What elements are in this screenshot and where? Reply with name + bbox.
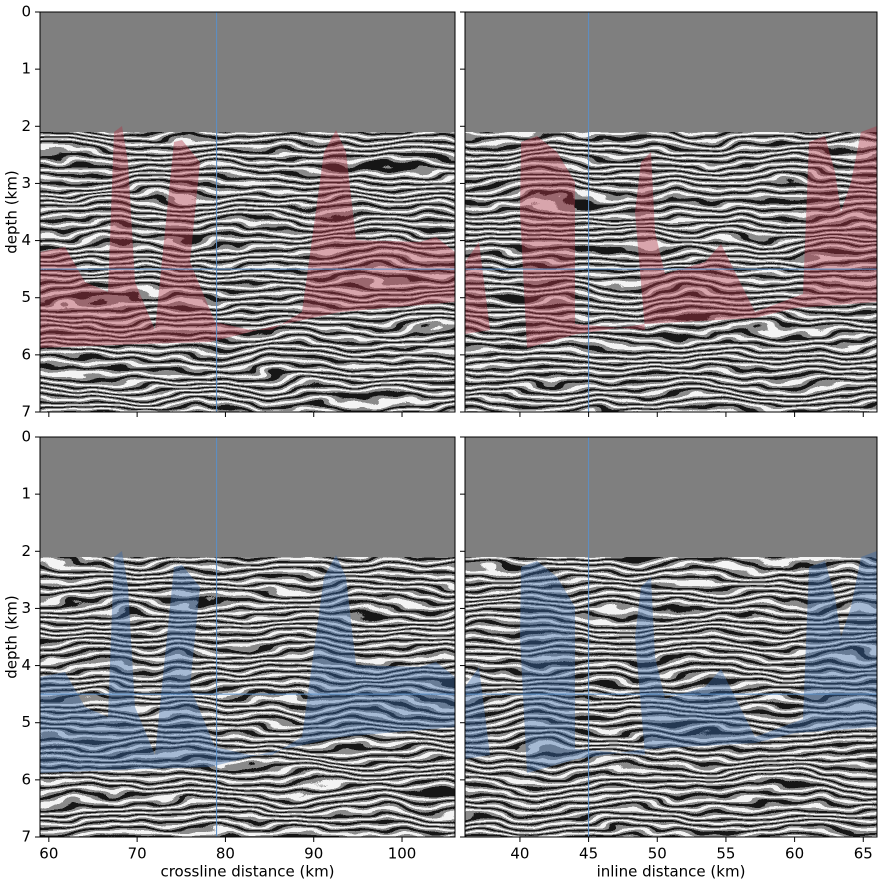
frame	[464, 436, 878, 838]
water-column	[465, 12, 877, 132]
water-column	[40, 437, 455, 557]
salt-overlay	[40, 126, 455, 348]
x-tick-label: 70	[128, 845, 147, 863]
y-tick-label: 6	[21, 770, 31, 788]
panel: 40 45 50 55 60 65 inline distance (km)	[460, 436, 878, 881]
panel	[460, 11, 878, 417]
x-tick-label: 65	[854, 845, 873, 863]
salt-overlay	[520, 126, 877, 348]
seismic-image	[465, 12, 877, 412]
water-column	[465, 437, 877, 557]
y-tick-label: 4	[21, 231, 31, 249]
y-axis-label: depth (km)	[3, 170, 21, 253]
water-column	[40, 12, 455, 132]
panel: 0 1 2 3 4 5 6 7 depth (km)	[3, 3, 456, 421]
frame	[464, 11, 878, 413]
y-tick-label: 1	[21, 60, 31, 78]
y-tick-label: 0	[21, 3, 31, 21]
x-axis-label: inline distance (km)	[597, 863, 746, 881]
y-tick-label: 2	[21, 117, 31, 135]
y-tick-label: 5	[21, 713, 31, 731]
panel: 0 1 2 3 4 5 6 7 60 70 80 90 100 depth (km) crossline d…	[3, 428, 456, 881]
y-tick-label: 6	[21, 345, 31, 363]
x-axis-label: crossline distance (km)	[160, 863, 334, 881]
salt-overlay	[465, 667, 490, 759]
y-tick-label: 7	[21, 403, 31, 421]
seismic-image	[465, 437, 877, 837]
y-tick-label: 5	[21, 288, 31, 306]
y-tick-label: 7	[21, 828, 31, 846]
y-tick-label: 3	[21, 599, 31, 617]
x-tick-label: 45	[579, 845, 598, 863]
seismic-image	[40, 12, 455, 412]
x-tick-label: 40	[510, 845, 529, 863]
frame	[39, 11, 456, 413]
salt-overlay	[465, 242, 490, 334]
y-tick-label: 4	[21, 656, 31, 674]
x-tick-label: 50	[648, 845, 667, 863]
seismic-image	[40, 437, 455, 837]
x-tick-label: 60	[39, 845, 58, 863]
x-tick-label: 60	[785, 845, 804, 863]
x-tick-label: 80	[216, 845, 235, 863]
x-tick-label: 90	[304, 845, 323, 863]
y-tick-label: 0	[21, 428, 31, 446]
salt-overlay	[40, 551, 455, 773]
y-axis-label: depth (km)	[3, 595, 21, 678]
x-tick-label: 55	[716, 845, 735, 863]
salt-overlay	[520, 551, 877, 773]
x-tick-label: 100	[388, 845, 417, 863]
y-tick-label: 3	[21, 174, 31, 192]
frame	[39, 436, 456, 838]
y-tick-label: 2	[21, 542, 31, 560]
y-tick-label: 1	[21, 485, 31, 503]
